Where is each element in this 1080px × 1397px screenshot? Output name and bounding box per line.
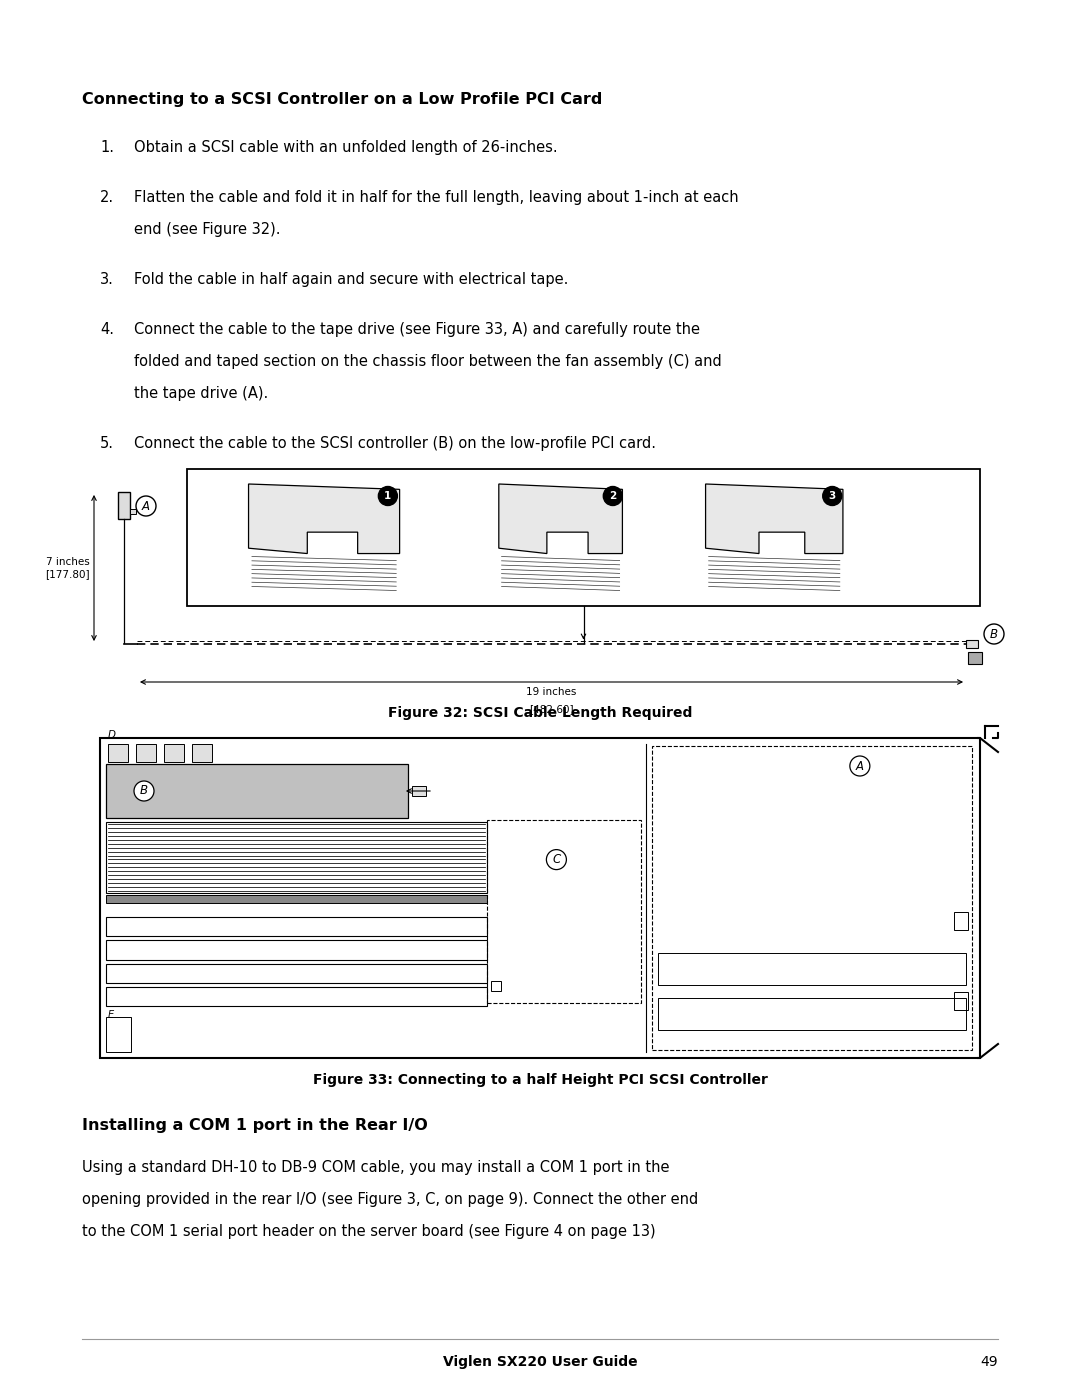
Text: the tape drive (A).: the tape drive (A). bbox=[134, 386, 268, 401]
Text: end (see Figure 32).: end (see Figure 32). bbox=[134, 222, 281, 237]
Bar bbox=[651, 746, 972, 1051]
Bar bbox=[106, 986, 487, 1006]
Text: 2.: 2. bbox=[100, 190, 114, 205]
Bar bbox=[106, 916, 487, 936]
Text: 1.: 1. bbox=[100, 140, 114, 155]
Text: Figure 32: SCSI Cable Length Required: Figure 32: SCSI Cable Length Required bbox=[388, 705, 692, 719]
Text: B: B bbox=[990, 627, 998, 640]
Bar bbox=[187, 469, 980, 606]
Text: Using a standard DH-10 to DB-9 COM cable, you may install a COM 1 port in the: Using a standard DH-10 to DB-9 COM cable… bbox=[82, 1160, 670, 1175]
Bar bbox=[106, 895, 487, 902]
Circle shape bbox=[546, 849, 566, 869]
Text: Fold the cable in half again and secure with electrical tape.: Fold the cable in half again and secure … bbox=[134, 272, 568, 286]
Bar bbox=[118, 492, 130, 520]
Bar bbox=[106, 964, 487, 982]
Polygon shape bbox=[499, 483, 622, 553]
Text: A: A bbox=[141, 500, 150, 513]
Text: A: A bbox=[855, 760, 864, 773]
Polygon shape bbox=[248, 483, 400, 553]
Bar bbox=[491, 981, 501, 990]
Text: E: E bbox=[108, 1010, 114, 1020]
Text: 3.: 3. bbox=[100, 272, 113, 286]
Text: 7 inches
[177.80]: 7 inches [177.80] bbox=[45, 557, 90, 580]
Circle shape bbox=[984, 624, 1004, 644]
Circle shape bbox=[136, 496, 156, 515]
Bar bbox=[966, 640, 978, 648]
Bar bbox=[106, 821, 487, 893]
Bar bbox=[658, 997, 966, 1030]
Bar bbox=[968, 652, 982, 664]
Circle shape bbox=[378, 486, 397, 506]
Bar bbox=[108, 745, 129, 761]
Bar bbox=[411, 787, 426, 796]
Text: to the COM 1 serial port header on the server board (see Figure 4 on page 13): to the COM 1 serial port header on the s… bbox=[82, 1224, 656, 1239]
Circle shape bbox=[823, 486, 841, 506]
Bar bbox=[192, 745, 212, 761]
Circle shape bbox=[604, 486, 622, 506]
Text: Connect the cable to the tape drive (see Figure 33, A) and carefully route the: Connect the cable to the tape drive (see… bbox=[134, 321, 700, 337]
Text: B: B bbox=[140, 785, 148, 798]
Bar bbox=[106, 940, 487, 960]
Text: Connect the cable to the SCSI controller (B) on the low-profile PCI card.: Connect the cable to the SCSI controller… bbox=[134, 436, 656, 451]
Text: 4.: 4. bbox=[100, 321, 114, 337]
Text: Viglen SX220 User Guide: Viglen SX220 User Guide bbox=[443, 1355, 637, 1369]
Bar bbox=[106, 764, 408, 819]
Text: C: C bbox=[552, 854, 561, 866]
Bar bbox=[164, 745, 184, 761]
Text: [482.60]: [482.60] bbox=[529, 704, 573, 714]
Text: folded and taped section on the chassis floor between the fan assembly (C) and: folded and taped section on the chassis … bbox=[134, 353, 721, 369]
Text: Connecting to a SCSI Controller on a Low Profile PCI Card: Connecting to a SCSI Controller on a Low… bbox=[82, 92, 603, 108]
Bar bbox=[130, 509, 136, 514]
Circle shape bbox=[850, 756, 869, 775]
Circle shape bbox=[134, 781, 154, 800]
Text: 2: 2 bbox=[609, 490, 617, 502]
Bar bbox=[954, 992, 968, 1010]
Polygon shape bbox=[705, 483, 842, 553]
Text: Flatten the cable and fold it in half for the full length, leaving about 1-inch : Flatten the cable and fold it in half fo… bbox=[134, 190, 739, 205]
Text: 3: 3 bbox=[828, 490, 836, 502]
Bar bbox=[136, 745, 156, 761]
Bar bbox=[487, 820, 640, 1003]
Text: 19 inches: 19 inches bbox=[526, 687, 577, 697]
Text: Obtain a SCSI cable with an unfolded length of 26-inches.: Obtain a SCSI cable with an unfolded len… bbox=[134, 140, 557, 155]
Text: 1: 1 bbox=[384, 490, 391, 502]
Bar bbox=[100, 738, 980, 1058]
Text: 5.: 5. bbox=[100, 436, 114, 451]
Bar bbox=[106, 1017, 131, 1052]
Text: Figure 33: Connecting to a half Height PCI SCSI Controller: Figure 33: Connecting to a half Height P… bbox=[312, 1073, 768, 1087]
Text: opening provided in the rear I/O (see Figure 3, C, on page 9). Connect the other: opening provided in the rear I/O (see Fi… bbox=[82, 1192, 699, 1207]
Text: D: D bbox=[108, 731, 116, 740]
Text: 49: 49 bbox=[981, 1355, 998, 1369]
Text: Installing a COM 1 port in the Rear I/O: Installing a COM 1 port in the Rear I/O bbox=[82, 1118, 428, 1133]
Bar bbox=[954, 912, 968, 930]
Bar bbox=[658, 953, 966, 985]
